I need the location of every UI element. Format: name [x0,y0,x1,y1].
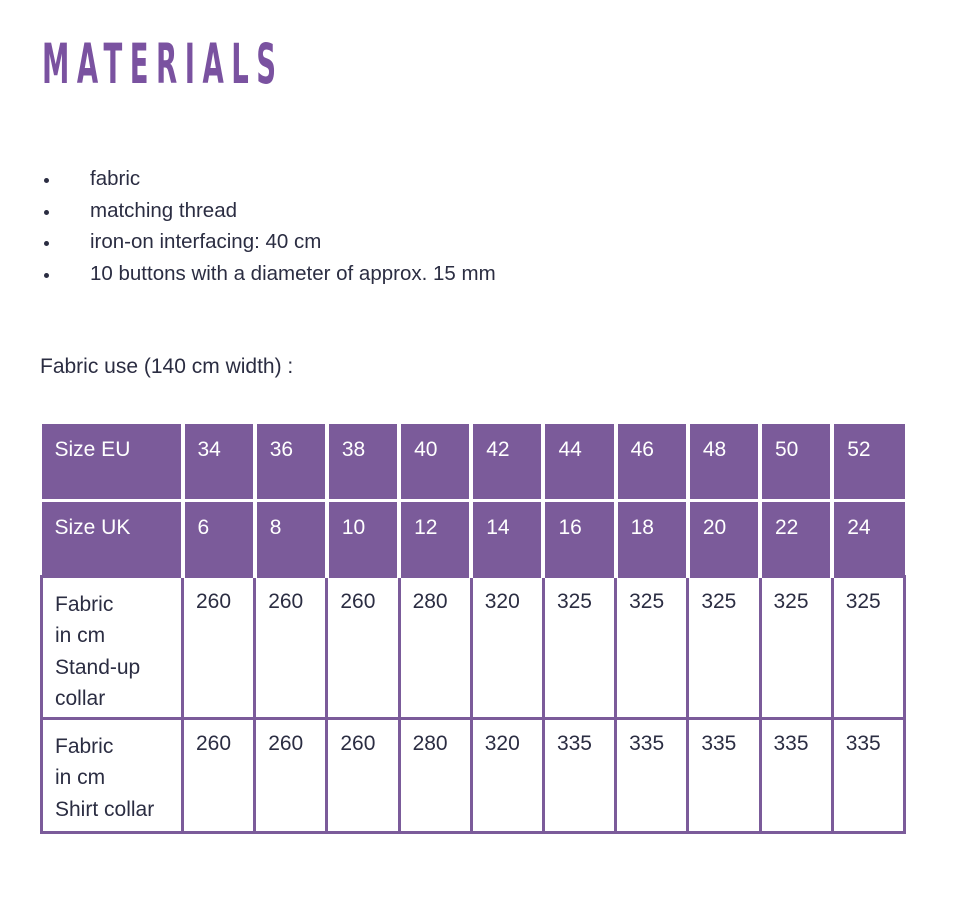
table-row-standup-collar: Fabric in cm Stand-up collar 260 260 260… [40,574,907,720]
materials-list: fabric matching thread iron-on interfaci… [40,163,496,289]
bullet-icon [44,272,49,278]
table-cell: 325 [830,574,907,720]
table-cell: 335 [614,716,690,834]
fabric-use-table: Size EU 34 36 38 40 42 44 46 48 50 52 Si… [40,424,907,834]
header-cell: 40 [399,424,474,502]
list-item: fabric [40,163,496,195]
bullet-icon [44,209,49,215]
bullet-icon [44,241,49,246]
list-item: 10 buttons with a diameter of approx. 15… [40,258,496,290]
table-cell: 260 [180,716,257,834]
table-cell: 260 [325,574,401,720]
table-cell: 335 [686,716,762,834]
header-cell: 20 [687,500,763,576]
header-cell: 16 [543,500,618,576]
header-cell: 36 [254,424,329,502]
header-cell: 6 [182,500,257,576]
header-cell: 44 [543,424,618,502]
table-row-shirt-collar: Fabric in cm Shirt collar 260 260 260 28… [40,716,907,834]
header-cell: 24 [832,500,905,576]
table-cell: 325 [614,574,690,720]
table-cell: 260 [253,716,329,834]
list-item: matching thread [40,195,496,227]
list-item-text: matching thread [90,198,238,222]
list-item-text: fabric [90,167,141,190]
table-row-size-uk: Size UK 6 8 10 12 14 16 18 20 22 24 [41,500,905,576]
page-title: MATERIALS [42,32,284,96]
header-cell: 10 [326,500,402,576]
header-cell: 38 [326,424,402,502]
fabric-use-label: Fabric use (140 cm width) : [40,355,294,378]
header-cell: 50 [760,424,835,502]
header-cell: 34 [182,424,257,502]
header-cell: 46 [615,424,690,502]
table-cell: 280 [397,716,473,834]
table-cell: 260 [180,574,257,720]
header-cell: 12 [399,500,474,576]
header-label-size-uk: Size UK [41,500,185,576]
table-cell: 335 [541,716,618,834]
header-cell: 42 [471,424,546,502]
table-cell: 335 [758,716,834,834]
header-cell: 14 [471,500,546,576]
table-cell: 335 [830,716,907,834]
table-cell: 280 [397,574,473,720]
table-cell: 260 [253,574,329,720]
table-cell: 325 [541,574,618,720]
table-cell: 325 [686,574,762,720]
header-cell: 8 [254,500,329,576]
table-cell: 320 [469,574,545,720]
row-label-shirt-collar: Fabric in cm Shirt collar [40,716,184,834]
table-cell: 260 [325,716,401,834]
header-cell: 48 [687,424,763,502]
header-label-size-eu: Size EU [41,424,185,502]
table-cell: 325 [758,574,834,720]
header-cell: 52 [832,424,905,502]
list-item-text: 10 buttons with a diameter of approx. 15… [90,261,496,285]
header-cell: 18 [615,500,690,576]
bullet-icon [44,178,49,183]
table-row-size-eu: Size EU 34 36 38 40 42 44 46 48 50 52 [41,424,905,502]
header-cell: 22 [760,500,835,576]
table-cell: 320 [469,716,545,834]
row-label-standup-collar: Fabric in cm Stand-up collar [40,574,184,720]
list-item-text: iron-on interfacing: 40 cm [90,230,322,253]
list-item: iron-on interfacing: 40 cm [40,226,496,258]
